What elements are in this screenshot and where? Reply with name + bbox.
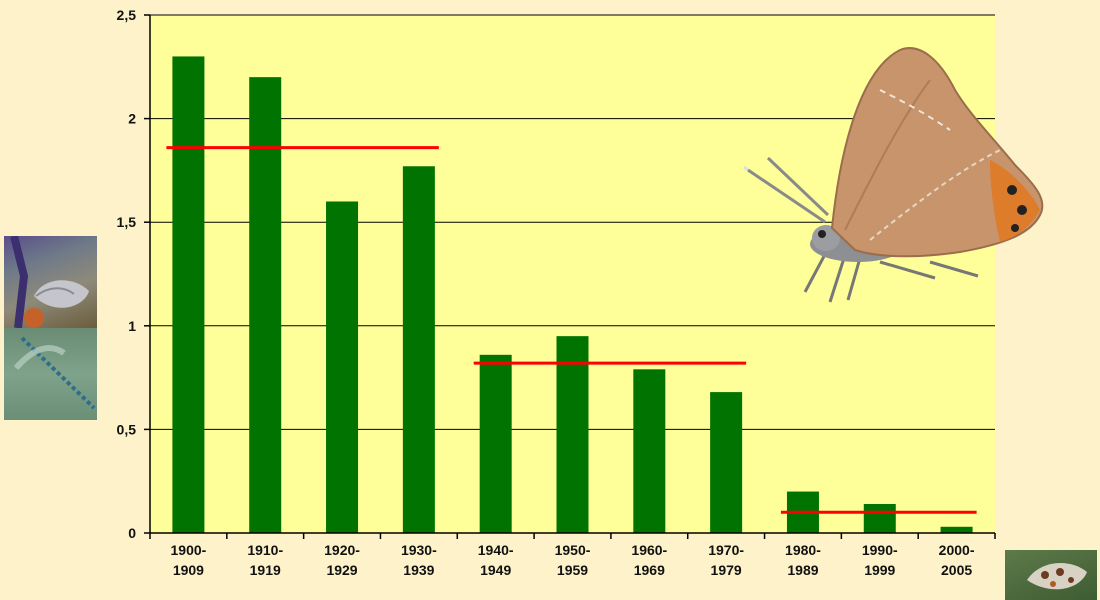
bar bbox=[249, 77, 282, 533]
y-tick-label: 1 bbox=[128, 318, 136, 334]
bar bbox=[633, 369, 666, 533]
x-tick-label: 1960-1969 bbox=[631, 542, 667, 578]
period-average-lines bbox=[166, 146, 977, 514]
dragonfly-photo bbox=[4, 328, 97, 420]
bar bbox=[402, 166, 435, 534]
x-tick-label: 1980-1989 bbox=[785, 542, 821, 578]
x-tick-label: 1900-1909 bbox=[171, 542, 207, 578]
bar bbox=[710, 392, 743, 533]
y-tick-labels: 0 0,5 1 1,5 2 2,5 bbox=[117, 7, 137, 541]
blue-butterfly-photo bbox=[4, 236, 97, 328]
fritillary-butterfly-photo bbox=[1005, 550, 1097, 600]
x-tick-label: 1920-1929 bbox=[324, 542, 360, 578]
bar bbox=[556, 336, 589, 533]
x-tick-label: 1930-1939 bbox=[401, 542, 437, 578]
x-tick-label: 1950-1959 bbox=[555, 542, 591, 578]
bar bbox=[940, 526, 973, 533]
butterfly-photo bbox=[743, 47, 1044, 303]
x-tick-label: 1990-1999 bbox=[862, 542, 898, 578]
y-tick-label: 2 bbox=[128, 111, 136, 127]
x-tick-labels: 1900-1909 1910-1919 1920-1929 1930-1939 1940… bbox=[171, 542, 975, 578]
y-tick-label: 2,5 bbox=[117, 7, 137, 23]
x-tick-label: 2000-2005 bbox=[939, 542, 975, 578]
y-tick-label: 1,5 bbox=[117, 214, 137, 230]
bar bbox=[172, 56, 205, 533]
x-tick-label: 1940-1949 bbox=[478, 542, 514, 578]
x-tick-label: 1970-1979 bbox=[708, 542, 744, 578]
bar bbox=[479, 354, 512, 533]
y-tick-label: 0 bbox=[128, 525, 136, 541]
axes bbox=[144, 14, 996, 539]
x-tick-label: 1910-1919 bbox=[247, 542, 283, 578]
y-tick-label: 0,5 bbox=[117, 421, 137, 437]
bar bbox=[326, 201, 359, 534]
bars bbox=[172, 56, 973, 534]
bar bbox=[863, 503, 896, 533]
